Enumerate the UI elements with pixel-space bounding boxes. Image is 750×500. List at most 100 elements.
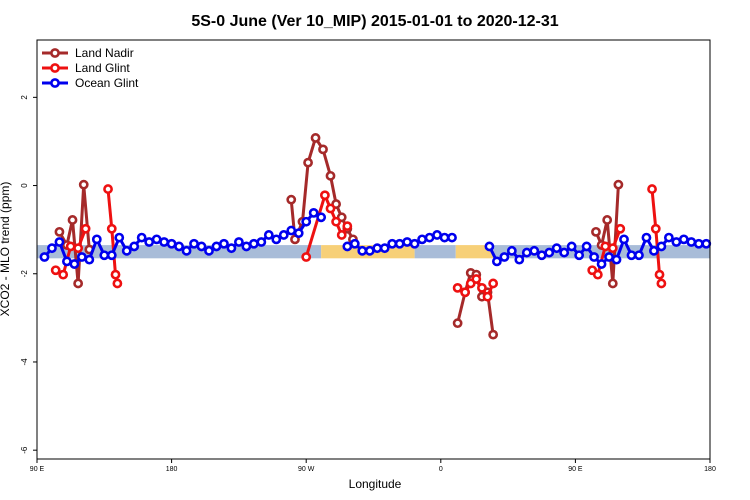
ocean-glint-point (211, 241, 222, 252)
ocean-glint-point (432, 230, 442, 240)
ocean-glint-point (293, 228, 304, 239)
ocean-glint-point (174, 241, 184, 252)
land-glint-point (325, 203, 336, 214)
land-glint-point (488, 278, 499, 289)
ocean-glint-point (634, 250, 644, 261)
ocean-glint-point (424, 232, 435, 243)
ocean-glint-point (372, 243, 383, 254)
ocean-glint-point (671, 237, 682, 247)
ocean-glint-point (226, 243, 237, 254)
ocean-glint-point (308, 207, 319, 218)
band-segment-3 (455, 245, 494, 259)
land-glint-point (319, 190, 330, 201)
land-nadir-point (67, 215, 78, 225)
ocean-glint-point (596, 259, 607, 269)
legend-swatch-point (50, 78, 60, 88)
ocean-glint-point (151, 234, 162, 245)
ocean-glint-point (84, 254, 95, 265)
land-glint-point (331, 216, 342, 227)
ocean-glint-point (693, 238, 704, 249)
ocean-glint-point (499, 252, 510, 262)
x-tick-label: 180 (166, 466, 178, 473)
ocean-glint-point (678, 234, 689, 245)
ocean-glint-point (271, 234, 282, 245)
legend-label: Land Glint (75, 61, 130, 75)
land-glint-point (103, 184, 113, 194)
legend-label: Ocean Glint (75, 76, 139, 90)
ocean-glint-point (69, 259, 80, 269)
land-nadir-point (286, 194, 297, 205)
chart-title: 5S-0 June (Ver 10_MIP) 2015-01-01 to 202… (191, 13, 558, 30)
ocean-glint-point (159, 237, 170, 247)
ocean-glint-point (649, 245, 659, 256)
ocean-glint-point (566, 241, 577, 252)
ocean-glint-point (581, 241, 592, 252)
ocean-glint-point (316, 212, 327, 223)
ocean-glint-point (626, 250, 637, 261)
ocean-glint-point (439, 232, 450, 243)
ocean-glint-point (99, 250, 110, 261)
land-glint-point (471, 274, 482, 284)
ocean-glint-point (417, 234, 428, 245)
series-layer (39, 133, 712, 340)
ocean-glint-point (47, 243, 57, 254)
ocean-glint-point (536, 250, 547, 261)
y-tick-label: 2 (20, 95, 29, 100)
ocean-glint-point (181, 245, 192, 256)
ocean-glint-point (166, 238, 177, 249)
land-glint-point (301, 252, 312, 262)
land-nadir-point (488, 329, 499, 340)
land-nadir-point (54, 226, 65, 237)
ocean-glint-point (114, 232, 125, 243)
ocean-glint-point (129, 241, 140, 252)
ocean-glint-point (286, 225, 297, 236)
land-glint-point (607, 243, 618, 254)
ocean-glint-point (204, 245, 214, 256)
land-nadir-point (607, 278, 618, 289)
legend-swatch-point (50, 63, 60, 73)
land-glint-point (647, 184, 657, 194)
x-tick-label: 90 E (568, 466, 583, 473)
ocean-glint-point (196, 241, 207, 252)
ocean-glint-point (701, 238, 712, 249)
y-axis-label: XCO2 - MLO trend (ppm) (0, 182, 12, 317)
land-glint-point (58, 269, 69, 280)
x-tick-label: 0 (439, 466, 443, 473)
land-nadir-point (613, 179, 624, 190)
ocean-glint-point (364, 245, 375, 256)
land-glint-point (112, 278, 123, 289)
x-tick-label: 180 (704, 466, 716, 473)
ocean-glint-point (91, 234, 102, 245)
ocean-glint-point (521, 247, 532, 258)
ocean-glint-point (357, 245, 368, 256)
ocean-glint-point (379, 243, 390, 254)
ocean-glint-point (233, 237, 244, 247)
x-tick-label: 90 W (298, 466, 315, 473)
ocean-glint-point (121, 245, 132, 256)
legend-label: Land Nadir (75, 46, 134, 60)
ocean-glint-point (686, 237, 697, 247)
ocean-glint-point (663, 232, 674, 243)
ocean-glint-point (611, 254, 622, 265)
land-glint-point (336, 230, 347, 240)
land-nadir-point (602, 215, 613, 225)
land-glint-point (656, 278, 667, 289)
land-glint-point (600, 241, 611, 252)
band-segment-2 (414, 245, 456, 259)
land-nadir-point (73, 278, 84, 289)
legend-item-land-nadir: Land Nadir (42, 46, 134, 60)
ocean-glint-point (544, 247, 555, 258)
ocean-glint-point (559, 247, 570, 258)
ocean-glint-point (447, 232, 457, 243)
series-land-glint (50, 184, 667, 302)
legend-swatch-point (50, 48, 60, 58)
legend-item-land-glint: Land Glint (42, 61, 130, 75)
land-glint-point (106, 223, 117, 234)
ocean-glint-point (248, 238, 259, 249)
ocean-glint-point (484, 241, 495, 252)
ocean-glint-point (76, 252, 87, 262)
y-tick-label: -4 (20, 358, 29, 366)
ocean-glint-point (301, 216, 312, 227)
ocean-glint-point (491, 256, 502, 267)
